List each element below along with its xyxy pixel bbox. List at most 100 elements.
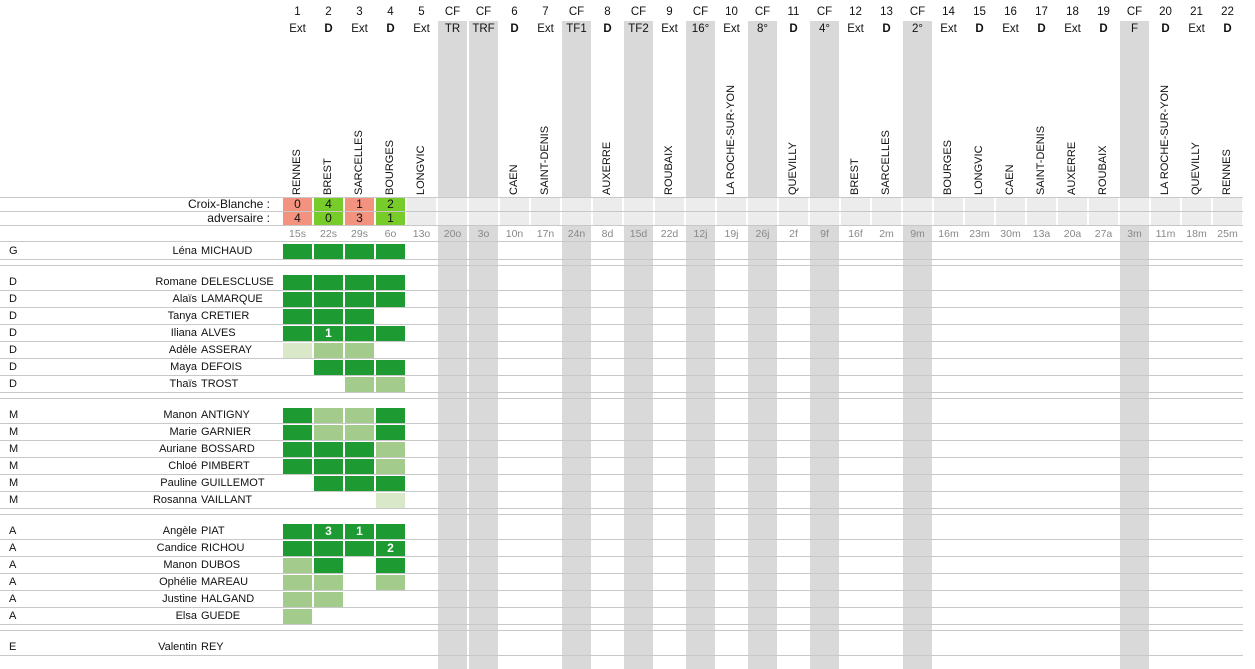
match-type: D (603, 23, 612, 35)
empty-score-cell (841, 198, 870, 211)
match-type: D (324, 23, 333, 35)
match-number: CF (692, 6, 709, 18)
player-last-name: VAILLANT (201, 494, 253, 506)
participation-cell (283, 343, 312, 358)
participation-cell (314, 309, 343, 324)
match-date: 6o (384, 228, 397, 240)
participation-cell (283, 524, 312, 539)
row-divider (0, 457, 1243, 458)
empty-score-cell (903, 212, 932, 225)
player-last-name: HALGAND (201, 593, 255, 605)
player-position: A (9, 593, 17, 605)
participation-cell (314, 541, 343, 556)
match-number: CF (816, 6, 833, 18)
empty-score-cell (686, 198, 715, 211)
team-score: 2 (376, 198, 405, 211)
team-score: 0 (283, 198, 312, 211)
participation-cell (345, 326, 374, 341)
empty-score-cell (872, 212, 901, 225)
match-type: F (1130, 23, 1139, 35)
empty-score-cell (1213, 198, 1242, 211)
player-position: M (9, 426, 19, 438)
player-first-name: Thaïs (169, 378, 197, 390)
match-date: 11m (1155, 228, 1176, 240)
opponent-score: 4 (283, 212, 312, 225)
cup-column-bg (624, 21, 653, 669)
match-type: Ext (1002, 23, 1019, 35)
participation-cell (345, 377, 374, 392)
row-divider (0, 440, 1243, 441)
player-position: A (9, 542, 17, 554)
participation-cell (376, 425, 405, 440)
cup-column-bg (748, 21, 777, 669)
row-divider (0, 556, 1243, 557)
empty-score-cell (1151, 212, 1180, 225)
match-type: Ext (289, 23, 306, 35)
match-date: 13o (412, 228, 431, 240)
empty-score-cell (965, 198, 994, 211)
cup-column-bg (810, 21, 839, 669)
row-divider (0, 423, 1243, 424)
match-date: 2f (789, 228, 798, 240)
participation-cell (283, 442, 312, 457)
match-date: 10n (505, 228, 524, 240)
player-first-name: Valentin (158, 641, 197, 653)
player-first-name: Alaïs (172, 293, 197, 305)
empty-score-cell (500, 212, 529, 225)
opponent-name: LONGVIC (415, 145, 427, 195)
player-first-name: Candice (156, 542, 197, 554)
participation-cell (345, 292, 374, 307)
empty-score-cell (438, 212, 467, 225)
empty-score-cell (1027, 198, 1056, 211)
empty-score-cell (1058, 212, 1087, 225)
match-type: D (1161, 23, 1170, 35)
empty-score-cell (407, 198, 436, 211)
player-first-name: Manon (163, 409, 197, 421)
player-first-name: Tanya (167, 310, 197, 322)
cup-column-bg (903, 21, 932, 669)
empty-score-cell (407, 212, 436, 225)
match-number: 3 (356, 6, 363, 18)
match-date: 13a (1032, 228, 1051, 240)
row-divider (0, 630, 1243, 631)
player-position: E (9, 641, 17, 653)
player-position: M (9, 409, 19, 421)
match-date: 15s (289, 228, 306, 240)
participation-cell (283, 459, 312, 474)
participation-cell (376, 493, 405, 508)
participation-cell (345, 275, 374, 290)
player-first-name: Elsa (175, 610, 197, 622)
match-number: 21 (1190, 6, 1203, 18)
match-number: 16 (1004, 6, 1017, 18)
participation-cell (376, 442, 405, 457)
match-type: TF1 (566, 23, 587, 35)
match-number: 9 (666, 6, 673, 18)
participation-cell (376, 459, 405, 474)
empty-score-cell (810, 212, 839, 225)
player-last-name: GUILLEMOT (201, 477, 265, 489)
empty-score-cell (779, 198, 808, 211)
match-number: CF (568, 6, 585, 18)
match-date: 15d (629, 228, 648, 240)
match-type: D (1223, 23, 1232, 35)
empty-score-cell (996, 212, 1025, 225)
row-divider (0, 341, 1243, 342)
empty-score-cell (1151, 198, 1180, 211)
match-date: 19j (724, 228, 739, 240)
match-number: 11 (787, 6, 800, 18)
player-position: D (9, 327, 17, 339)
empty-score-cell (748, 198, 777, 211)
match-date: 2m (879, 228, 894, 240)
player-position: M (9, 494, 19, 506)
participation-cell (314, 244, 343, 259)
participation-cell (314, 425, 343, 440)
player-first-name: Romane (155, 276, 197, 288)
participation-cell (283, 275, 312, 290)
row-divider (0, 290, 1243, 291)
match-date: 9m (910, 228, 925, 240)
match-type: TRF (472, 23, 495, 35)
match-number: 8 (604, 6, 611, 18)
player-position: M (9, 443, 19, 455)
empty-score-cell (779, 212, 808, 225)
